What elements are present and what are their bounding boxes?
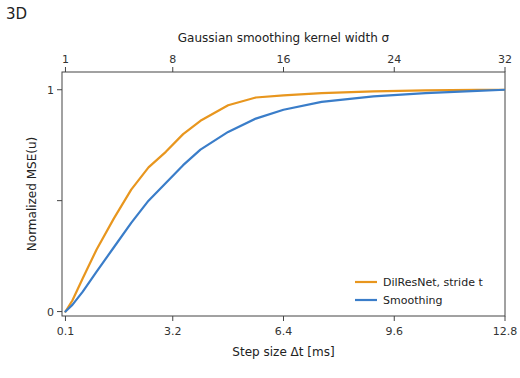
x2-tick-label: 8: [169, 53, 176, 66]
x2-axis-label: Gaussian smoothing kernel width σ: [178, 31, 390, 45]
x-tick-label: 0.1: [57, 325, 75, 338]
x-axis-label: Step size Δt [ms]: [232, 345, 334, 359]
x-tick-label: 3.2: [164, 325, 182, 338]
x2-tick-label: 32: [498, 53, 512, 66]
legend-swatch: [355, 281, 377, 283]
legend-label: Smoothing: [383, 294, 442, 307]
x-tick: [172, 316, 173, 321]
x-tick: [283, 316, 284, 321]
x2-tick-label: 16: [277, 53, 291, 66]
y-tick: [57, 89, 62, 90]
x2-tick: [505, 67, 506, 72]
x-tick-label: 9.6: [386, 325, 404, 338]
chart: 0.1 3.2 6.4 9.6 12.8 1 8 16 24 32 0 1 Step size Δt […: [0, 0, 520, 378]
x-tick: [394, 316, 395, 321]
y-tick-label: 1: [47, 84, 54, 97]
lines: [65, 90, 505, 312]
x2-tick-label: 24: [387, 53, 401, 66]
x2-tick-label: 1: [62, 53, 69, 66]
x-tick-label: 12.8: [493, 325, 518, 338]
plot-frame: [62, 72, 505, 316]
x-tick: [505, 316, 506, 321]
x2-tick: [283, 67, 284, 72]
x-tick: [65, 316, 66, 321]
series-line: [65, 90, 505, 312]
legend: DilResNet, stride t Smoothing: [355, 276, 483, 307]
y-tick-label: 0: [47, 306, 54, 319]
legend-label: DilResNet, stride t: [383, 276, 483, 289]
y-tick: [57, 200, 62, 201]
title: 3D: [6, 5, 27, 23]
series-line: [65, 90, 505, 312]
y-axis-label: Normalized MSE(u): [25, 137, 39, 251]
x2-tick: [172, 67, 173, 72]
x2-tick: [394, 67, 395, 72]
legend-swatch: [355, 299, 377, 301]
x2-tick: [65, 67, 66, 72]
x-tick-label: 6.4: [275, 325, 293, 338]
y-tick: [57, 311, 62, 312]
